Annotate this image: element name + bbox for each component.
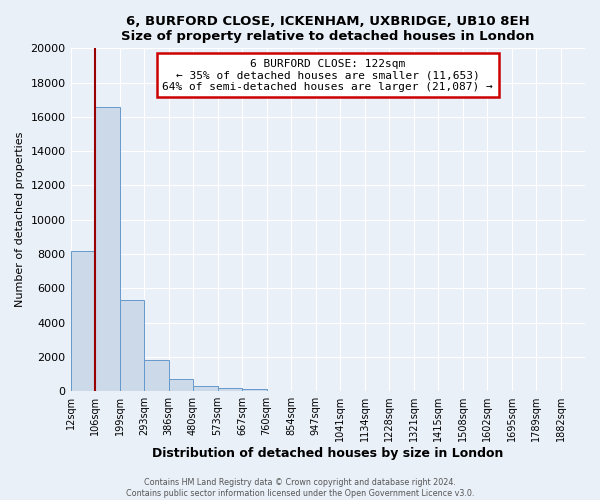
Bar: [71, 250, 95, 391]
Bar: [119, 300, 144, 391]
Bar: [144, 360, 169, 391]
X-axis label: Distribution of detached houses by size in London: Distribution of detached houses by size …: [152, 447, 503, 460]
Bar: [242, 390, 266, 391]
Text: 6 BURFORD CLOSE: 122sqm
← 35% of detached houses are smaller (11,653)
64% of sem: 6 BURFORD CLOSE: 122sqm ← 35% of detache…: [163, 58, 493, 92]
Bar: [169, 379, 193, 391]
Bar: [218, 388, 242, 391]
Bar: [95, 106, 119, 391]
Y-axis label: Number of detached properties: Number of detached properties: [15, 132, 25, 308]
Bar: [193, 386, 218, 391]
Text: Contains HM Land Registry data © Crown copyright and database right 2024.
Contai: Contains HM Land Registry data © Crown c…: [126, 478, 474, 498]
Title: 6, BURFORD CLOSE, ICKENHAM, UXBRIDGE, UB10 8EH
Size of property relative to deta: 6, BURFORD CLOSE, ICKENHAM, UXBRIDGE, UB…: [121, 15, 535, 43]
